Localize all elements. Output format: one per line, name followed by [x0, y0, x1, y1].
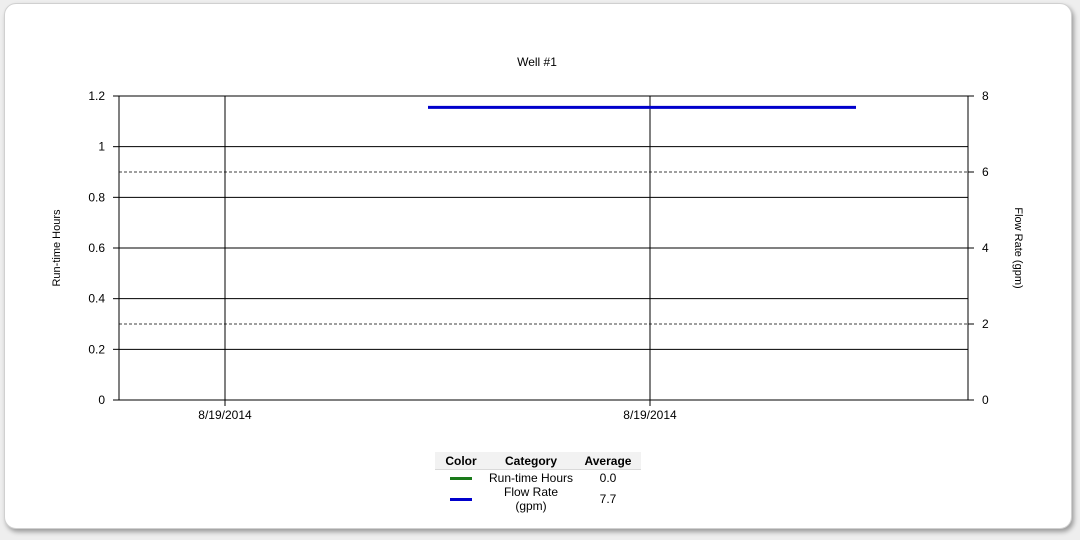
y2-tick-label: 0 — [982, 393, 989, 407]
legend-average: 7.7 — [599, 492, 617, 506]
chart-panel — [4, 3, 1072, 529]
y-axis: 0 0.2 0.4 0.6 0.8 1 1.2 — [88, 89, 119, 407]
legend-row: Run-time Hours 0.0 — [435, 470, 641, 486]
legend-category: Flow Rate (gpm) — [503, 485, 559, 513]
y2-tick-label: 2 — [982, 317, 989, 331]
y-axis-label: Run-time Hours — [51, 209, 63, 287]
chart-title: Well #1 — [517, 55, 557, 69]
y2-axis: 0 2 4 6 8 — [968, 89, 989, 407]
legend-row: Flow Rate (gpm) 7.7 — [435, 485, 641, 513]
legend-swatch — [450, 498, 472, 502]
y-tick-label: 0.4 — [88, 292, 105, 306]
legend-swatch — [450, 476, 472, 480]
y2-axis-label: Flow Rate (gpm) — [1012, 207, 1024, 288]
legend-table: Color Category Average Run-time Hours 0.… — [435, 452, 641, 513]
y-tick-label: 0.8 — [88, 190, 105, 204]
y-tick-label: 0 — [98, 393, 105, 407]
y-tick-label: 1 — [98, 140, 105, 154]
grid — [119, 95, 968, 401]
x-tick-label: 8/19/2014 — [623, 408, 677, 422]
x-tick-label: 8/19/2014 — [198, 408, 252, 422]
y-tick-label: 1.2 — [88, 89, 105, 103]
legend-category: Run-time Hours — [488, 470, 574, 485]
y2-tick-label: 4 — [982, 241, 989, 255]
y2-tick-label: 6 — [982, 165, 989, 179]
legend-header-category: Category — [487, 452, 575, 470]
legend-header-average: Average — [575, 452, 641, 470]
y-tick-label: 0.2 — [88, 342, 105, 356]
y2-tick-label: 8 — [982, 89, 989, 103]
legend-header-row: Color Category Average — [435, 452, 641, 470]
legend-average: 0.0 — [599, 470, 617, 485]
x-axis: 8/19/2014 8/19/2014 — [198, 400, 677, 422]
legend-header-color: Color — [435, 452, 487, 470]
y-tick-label: 0.6 — [88, 241, 105, 255]
